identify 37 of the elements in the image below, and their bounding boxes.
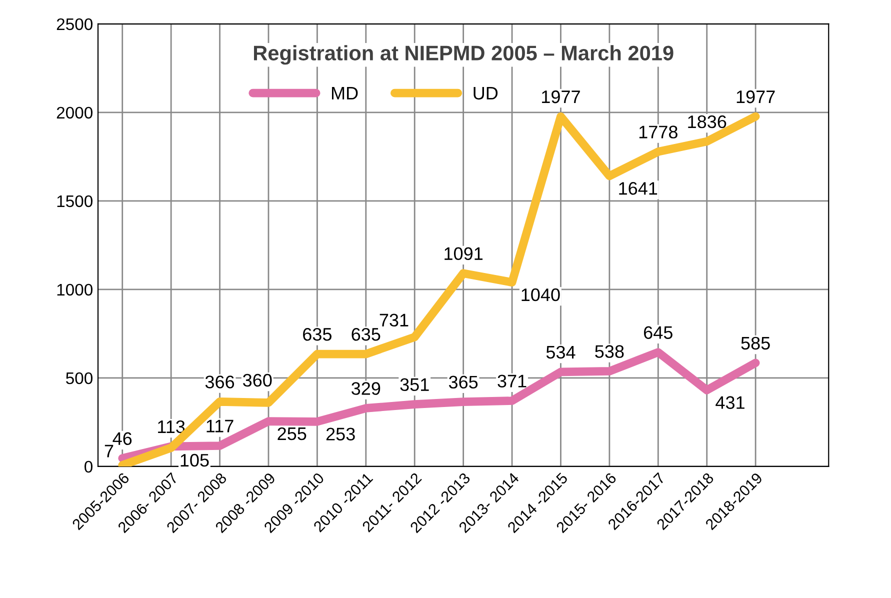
data-label: 635	[352, 328, 380, 341]
data-label: 538	[595, 345, 624, 358]
text: Registration at NIEPMD 2005 – March 2019	[254, 45, 674, 65]
data-label: 46	[112, 432, 132, 446]
data-label: 635	[303, 328, 332, 341]
data-label: 117	[206, 420, 234, 432]
y-tick-label: 1500	[57, 195, 92, 208]
legend-label: UD	[474, 86, 498, 100]
data-label: 431	[716, 396, 744, 409]
data-label: 360	[243, 374, 272, 387]
data-label: 731	[380, 314, 408, 327]
data-label: 1641	[619, 182, 658, 195]
data-label: 1091	[444, 247, 483, 260]
data-label: 7	[104, 444, 114, 458]
y-tick-label: 2000	[56, 106, 92, 119]
y-tick-label: 0	[84, 460, 92, 473]
data-label: 1778	[639, 126, 678, 138]
data-label: 255	[278, 427, 306, 440]
data-label: 366	[205, 376, 234, 388]
data-label: 1836	[688, 115, 726, 128]
y-tick-label: 1000	[57, 284, 92, 296]
data-label: 329	[352, 382, 380, 395]
data-label: 371	[498, 374, 526, 388]
legend-label: MD	[332, 86, 358, 100]
data-label: 585	[741, 336, 770, 350]
data-label: 1040	[522, 288, 560, 302]
data-label: 253	[326, 428, 355, 440]
data-label: 645	[644, 326, 672, 339]
data-label: 1977	[736, 90, 775, 104]
y-tick-label: 2500	[56, 18, 92, 30]
data-label: 351	[400, 378, 429, 392]
data-label: 113	[158, 420, 185, 434]
data-label: 105	[180, 454, 209, 467]
y-tick-label: 500	[66, 372, 92, 384]
data-label: 365	[448, 376, 478, 389]
data-label: 1977	[542, 90, 580, 104]
data-label: 534	[546, 346, 576, 359]
